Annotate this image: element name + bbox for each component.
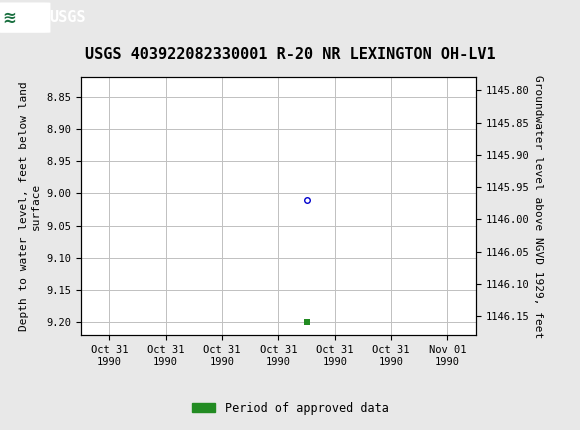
- Text: USGS: USGS: [49, 10, 86, 25]
- FancyBboxPatch shape: [0, 3, 50, 33]
- Text: ≋: ≋: [2, 9, 16, 27]
- Text: USGS 403922082330001 R-20 NR LEXINGTON OH-LV1: USGS 403922082330001 R-20 NR LEXINGTON O…: [85, 47, 495, 62]
- Y-axis label: Depth to water level, feet below land
surface: Depth to water level, feet below land su…: [19, 82, 41, 331]
- Legend: Period of approved data: Period of approved data: [187, 397, 393, 420]
- Y-axis label: Groundwater level above NGVD 1929, feet: Groundwater level above NGVD 1929, feet: [533, 75, 543, 338]
